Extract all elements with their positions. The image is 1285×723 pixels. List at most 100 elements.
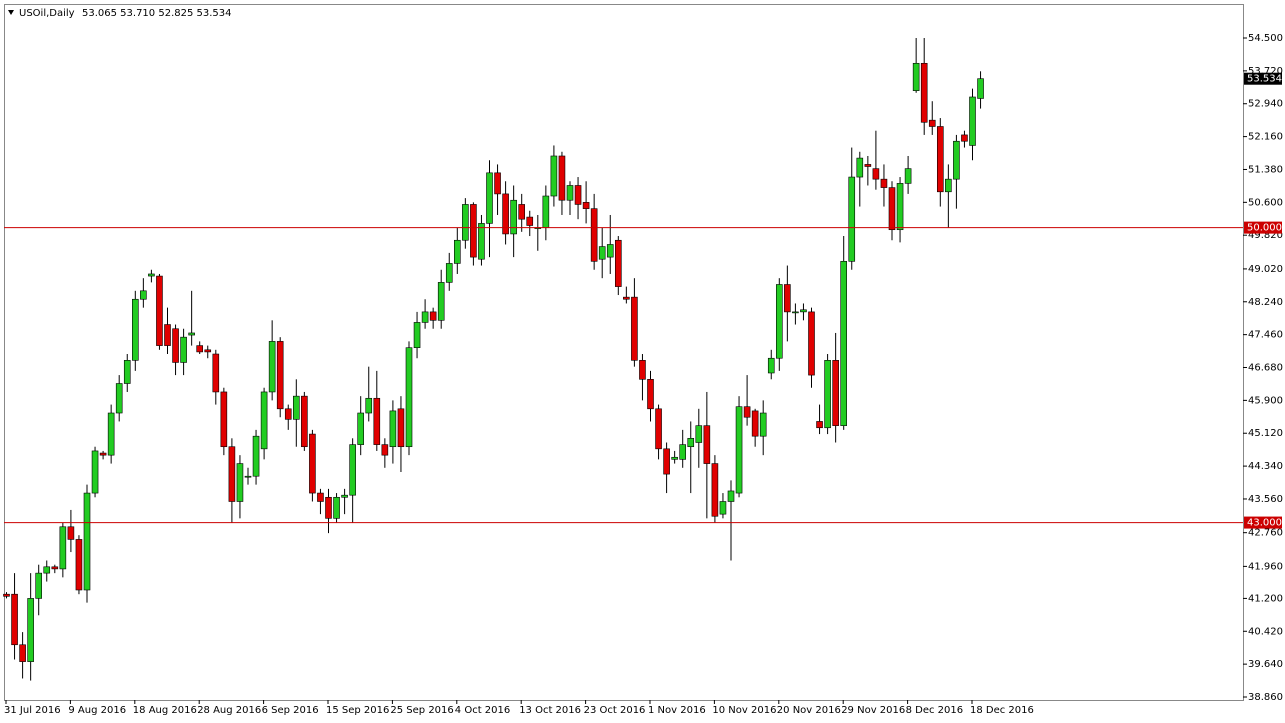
candle-body	[445, 263, 453, 283]
y-tick-label: 42.760	[1248, 528, 1283, 539]
y-tick-label: 50.600	[1248, 197, 1283, 208]
candle-body	[123, 360, 131, 384]
candle-body	[751, 410, 759, 437]
candle-body	[301, 395, 308, 448]
candle-body	[164, 324, 171, 346]
y-tick-label: 49.020	[1248, 264, 1283, 275]
candle-body	[220, 391, 228, 448]
candle-body	[872, 168, 880, 180]
chart-title: USOil,Daily	[19, 8, 75, 19]
candle-body	[961, 134, 968, 142]
candle-body	[566, 185, 574, 201]
candle-body	[373, 397, 381, 445]
ohlc-info: 53.065 53.710 52.825 53.534	[82, 8, 232, 19]
y-tick-label: 41.960	[1248, 561, 1283, 572]
candle-body	[462, 204, 469, 241]
candle-body	[977, 78, 984, 99]
candle-body	[453, 239, 461, 264]
candle-body	[542, 195, 550, 228]
candle-body	[655, 408, 662, 450]
candle-body	[510, 199, 517, 235]
y-tick-label: 43.560	[1248, 494, 1283, 505]
candle-body	[421, 311, 429, 323]
candle-body	[75, 539, 83, 591]
x-tick-label: 8 Dec 2016	[906, 705, 964, 716]
candle-body	[341, 494, 348, 498]
candle-body	[381, 444, 389, 456]
x-tick-label: 6 Sep 2016	[262, 705, 319, 716]
x-tick-label: 28 Aug 2016	[197, 705, 261, 716]
y-tick-label: 48.240	[1248, 297, 1283, 308]
candle-body	[244, 475, 252, 478]
level-label: 50.000	[1247, 223, 1282, 234]
candle-body	[920, 62, 928, 123]
candle-body	[639, 360, 646, 380]
candle-body	[856, 157, 864, 178]
candle-body	[268, 341, 276, 393]
menu-arrow[interactable]	[8, 10, 14, 15]
candle-body	[582, 202, 590, 209]
candle-body	[59, 526, 67, 570]
candle-body	[317, 492, 324, 502]
candle-body	[19, 644, 26, 662]
candle-body	[631, 296, 638, 361]
plot-frame	[4, 4, 1244, 701]
x-tick-label: 13 Oct 2016	[519, 705, 581, 716]
candle-body	[896, 183, 904, 231]
candle-body	[252, 435, 260, 477]
x-tick-label: 10 Nov 2016	[712, 705, 776, 716]
candle-body	[904, 168, 912, 184]
candle-body	[276, 341, 284, 410]
candle-body	[83, 492, 91, 591]
candle-body	[486, 172, 493, 224]
x-tick-label: 18 Dec 2016	[970, 705, 1034, 716]
x-tick-label: 18 Aug 2016	[133, 705, 197, 716]
candle-body	[767, 357, 775, 374]
candle-body	[727, 490, 735, 502]
candle-body	[671, 456, 678, 460]
candle-body	[413, 322, 421, 349]
y-tick-label: 46.680	[1248, 363, 1283, 374]
candle-body	[228, 446, 236, 502]
candle-body	[357, 412, 365, 445]
candle-body	[494, 172, 501, 195]
candle-body	[574, 185, 582, 205]
candle-body	[349, 444, 356, 496]
candle-body	[663, 448, 670, 475]
candle-body	[759, 412, 767, 437]
candle-body	[711, 463, 719, 517]
y-tick-label: 47.460	[1248, 330, 1283, 341]
x-tick-label: 25 Sep 2016	[390, 705, 453, 716]
candle-body	[180, 336, 187, 363]
candle-body	[429, 311, 437, 321]
candle-body	[936, 126, 944, 193]
y-tick-label: 44.340	[1248, 461, 1283, 472]
candle-body	[888, 187, 896, 231]
candle-body	[606, 244, 614, 258]
y-tick-label: 52.940	[1248, 99, 1283, 110]
candle-body	[333, 496, 340, 519]
candle-body	[526, 216, 534, 226]
y-tick-label: 51.380	[1248, 164, 1283, 175]
candle-body	[816, 421, 823, 429]
level-tag	[1244, 221, 1282, 234]
x-tick-label: 9 Aug 2016	[68, 705, 126, 716]
candle-body	[309, 433, 316, 494]
candle-body	[470, 204, 477, 258]
candle-body	[397, 408, 405, 448]
candle-body	[107, 412, 115, 456]
candle-body	[687, 437, 695, 448]
candle-body	[743, 406, 751, 418]
candle-body	[735, 406, 743, 494]
candle-body	[719, 501, 727, 515]
candle-body	[156, 275, 163, 346]
candle-body	[550, 155, 558, 197]
price-tag	[1244, 72, 1282, 85]
candle-body	[365, 397, 373, 414]
candle-body	[832, 360, 839, 426]
y-tick-label: 38.860	[1248, 692, 1283, 703]
candle-body	[51, 566, 59, 570]
candle-body	[3, 593, 10, 597]
candle-body	[437, 282, 445, 321]
